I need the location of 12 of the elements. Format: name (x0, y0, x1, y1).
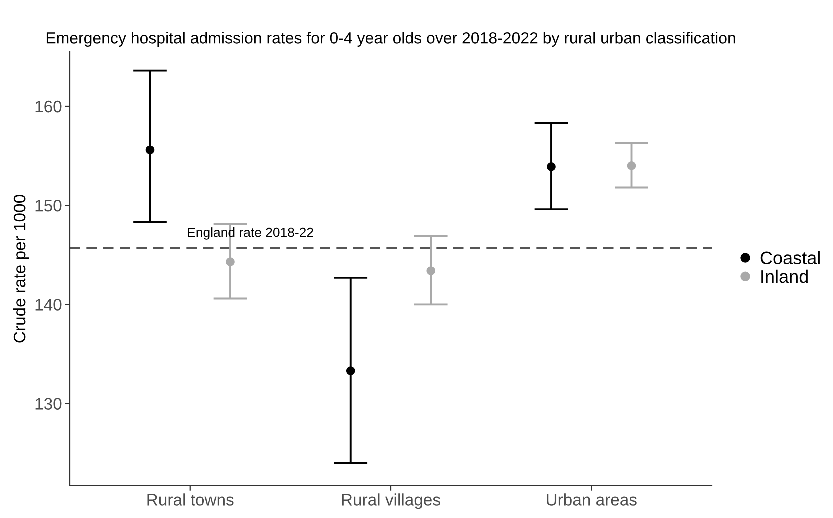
x-tick-label: Urban areas (547, 494, 637, 506)
y-axis-title: Crude rate per 1000 (13, 195, 29, 343)
chart-title: Emergency hospital admission rates for 0-4 year olds over 2018-2022 by rural urban classification (46, 32, 736, 47)
legend-label: Coastal (760, 251, 820, 265)
ref-line-label: England rate 2018-22 (188, 228, 314, 240)
y-tick-label: 140 (36, 299, 62, 311)
x-tick-label: Rural villages (342, 494, 440, 510)
y-tick-label: 130 (36, 398, 62, 410)
y-tick-label: 160 (36, 100, 62, 113)
legend-label: Inland (762, 270, 808, 284)
x-tick-label: Rural towns (148, 494, 234, 506)
y-tick-label: 150 (36, 200, 62, 212)
